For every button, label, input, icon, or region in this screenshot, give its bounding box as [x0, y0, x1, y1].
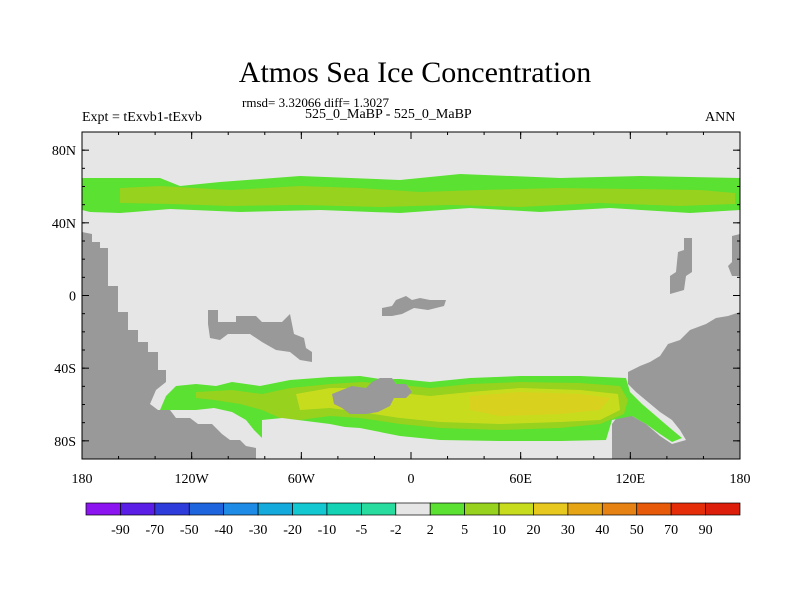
colorbar-label: 5 — [461, 523, 468, 538]
colorbar-swatch — [464, 502, 500, 516]
colorbar-label: -90 — [111, 523, 130, 538]
x-tick-label: 0 — [408, 472, 415, 487]
colorbar-swatch — [257, 502, 293, 516]
colorbar-label: -20 — [283, 523, 302, 538]
colorbar-swatch — [154, 502, 190, 516]
colorbar-swatch — [636, 502, 672, 516]
stats-line: rmsd= 3.32066 diff= 1.3027 — [242, 95, 389, 110]
colorbar-swatch — [705, 502, 741, 516]
colorbar-label: 50 — [630, 523, 644, 538]
experiment-label: Expt = tExvb1-tExvb — [82, 110, 202, 125]
colorbar-swatch — [601, 502, 638, 516]
subtitle: 525_0_MaBP - 525_0_MaBP — [305, 107, 472, 122]
x-tick-label: 60W — [288, 472, 316, 487]
colorbar-label: -10 — [318, 523, 337, 538]
colorbar-swatch — [85, 502, 121, 516]
colorbar-swatch — [429, 502, 465, 516]
y-tick-label: 40N — [52, 217, 76, 232]
colorbar-label: 20 — [526, 523, 540, 538]
southern-ice-pocket — [262, 418, 480, 459]
colorbar-label: 90 — [699, 523, 713, 538]
colorbar-swatch — [120, 502, 156, 516]
colorbar-swatch — [670, 502, 706, 516]
colorbar-label: 70 — [664, 523, 678, 538]
land-east-edge — [728, 234, 740, 276]
colorbar-label: -30 — [249, 523, 268, 538]
season-label: ANN — [705, 110, 736, 125]
colorbar-label: -5 — [356, 523, 368, 538]
colorbar-label: 40 — [595, 523, 609, 538]
colorbar-label: 2 — [427, 523, 434, 538]
x-tick-label: 60E — [509, 472, 532, 487]
colorbar-swatch — [361, 502, 397, 516]
land-central-america — [208, 310, 312, 362]
colorbar-swatch — [533, 502, 569, 516]
x-axis: 180 120W 60W 0 60E 120E 180 — [72, 132, 751, 487]
x-tick-label: 180 — [72, 472, 93, 487]
colorbar-label: -2 — [390, 523, 402, 538]
land-west — [82, 232, 256, 459]
colorbar-swatch — [326, 502, 362, 516]
y-axis: 80N 40N 0 40S 80S — [52, 131, 740, 460]
y-tick-label: 80N — [52, 144, 76, 159]
land-equatorial-island — [382, 296, 446, 316]
colorbar-label: 10 — [492, 523, 506, 538]
map-field — [82, 132, 740, 459]
northern-ice-band-inner — [120, 186, 735, 207]
colorbar-swatch — [567, 502, 603, 516]
land-southeast — [612, 312, 740, 459]
y-tick-label: 80S — [54, 435, 76, 450]
y-tick-label: 40S — [54, 362, 76, 377]
colorbar-swatch — [498, 502, 534, 516]
land-east-strip — [670, 238, 692, 294]
x-tick-label: 120E — [616, 472, 646, 487]
plot-title: Atmos Sea Ice Concentration — [238, 56, 592, 89]
land-southern-peninsula — [332, 378, 412, 414]
colorbar-label: -70 — [146, 523, 165, 538]
colorbar: -90 -70 -50 -40 -30 -20 -10 -5 -2 2 5 10 20 30 40 50 70 9… — [85, 502, 741, 538]
colorbar-label: -50 — [180, 523, 199, 538]
colorbar-swatch — [188, 502, 225, 516]
colorbar-label: 30 — [561, 523, 575, 538]
x-tick-label: 120W — [175, 472, 210, 487]
y-tick-label: 0 — [69, 290, 76, 305]
colorbar-label: -40 — [214, 523, 233, 538]
x-tick-label: 180 — [730, 472, 751, 487]
colorbar-swatch — [292, 502, 328, 516]
colorbar-swatch — [395, 502, 431, 516]
colorbar-swatch — [223, 502, 259, 516]
southern-ice-ring-hot — [470, 392, 610, 416]
